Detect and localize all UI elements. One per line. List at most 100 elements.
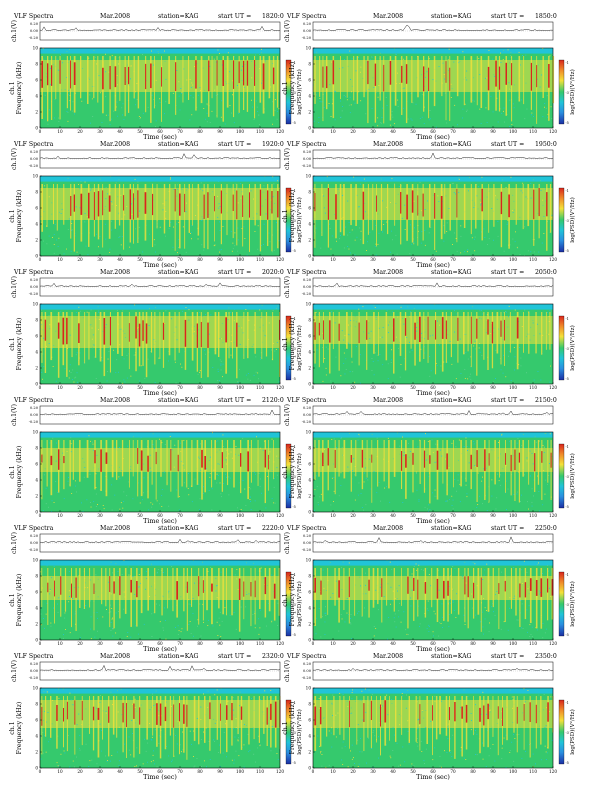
sferic-peak (411, 190, 414, 213)
sferic-streak (415, 696, 417, 742)
noise-speck (450, 599, 452, 600)
noise-speck (79, 188, 81, 190)
noise-speck (154, 729, 156, 731)
sferic-streak (412, 440, 414, 493)
sferic-streak (87, 56, 89, 104)
noise-speck (207, 706, 209, 708)
noise-speck (387, 437, 389, 439)
sferic-peak (334, 449, 336, 468)
sferic-streak (355, 184, 357, 226)
sferic-streak (193, 696, 196, 741)
noise-speck (199, 509, 200, 511)
sferic-streak (63, 440, 65, 490)
noise-speck (392, 600, 394, 602)
noise-speck (70, 250, 72, 252)
sferic-peak (208, 60, 210, 92)
noise-speck (345, 358, 347, 360)
noise-speck (168, 755, 170, 757)
noise-speck (481, 176, 483, 178)
noise-speck (429, 375, 431, 377)
noise-speck (453, 61, 455, 63)
noise-speck (181, 628, 183, 630)
noise-speck (155, 690, 157, 692)
sferic-peak (487, 66, 490, 91)
noise-speck (462, 117, 463, 119)
noise-speck (161, 495, 163, 496)
noise-speck (79, 734, 81, 736)
noise-speck (52, 366, 54, 367)
noise-speck (47, 123, 49, 125)
sferic-streak (549, 312, 551, 350)
header-start-ut: 2220:0 (262, 525, 284, 532)
noise-speck (468, 462, 470, 464)
noise-speck (417, 230, 419, 232)
noise-speck (361, 690, 363, 692)
noise-speck (486, 563, 488, 565)
noise-speck (539, 180, 541, 181)
noise-speck (217, 475, 219, 476)
noise-speck (440, 365, 442, 367)
x-axis-label: Time (sec) (416, 261, 450, 269)
noise-speck (259, 627, 261, 629)
noise-speck (349, 112, 351, 114)
noise-speck (397, 99, 399, 101)
noise-speck (424, 331, 426, 333)
sferic-peak (314, 193, 316, 212)
noise-speck (503, 110, 504, 112)
noise-speck (147, 106, 149, 108)
x-tick-label: 60 (157, 513, 163, 518)
sferic-streak (272, 56, 275, 117)
noise-speck (268, 97, 270, 99)
colorbar-label: log(PSD)(V²/Hz) (569, 197, 576, 243)
sferic-streak (343, 696, 345, 741)
waveform-tick-label: 0.00 (303, 29, 312, 33)
sferic-streak (506, 696, 508, 741)
noise-speck (63, 750, 65, 752)
noise-speck (119, 235, 121, 237)
noise-speck (408, 442, 409, 444)
noise-speck (317, 504, 319, 506)
noise-speck (451, 505, 453, 506)
noise-speck (242, 437, 244, 439)
sferic-streak (429, 440, 431, 504)
noise-speck (158, 52, 160, 54)
noise-speck (118, 371, 119, 373)
noise-speck (46, 692, 48, 694)
noise-speck (489, 711, 491, 713)
noise-speck (270, 86, 271, 88)
colorbar-tick-label: -1 (566, 317, 569, 321)
noise-speck (399, 602, 400, 604)
noise-speck (90, 309, 92, 311)
noise-speck (127, 566, 129, 568)
sferic-peak (41, 60, 43, 88)
noise-speck (391, 699, 392, 701)
noise-speck (252, 560, 254, 562)
noise-speck (49, 590, 51, 592)
noise-speck (353, 757, 354, 759)
noise-speck (53, 244, 55, 245)
x-tick-label: 70 (450, 513, 456, 518)
sferic-peak (435, 320, 437, 340)
noise-speck (346, 99, 348, 101)
noise-speck (200, 739, 202, 740)
noise-speck (354, 584, 356, 586)
y-tick-label: 8 (35, 190, 38, 195)
x-tick-label: 10 (57, 257, 63, 262)
noise-speck (184, 48, 186, 50)
noise-speck (264, 60, 266, 62)
noise-speck (325, 367, 327, 369)
sferic-peak (175, 62, 177, 91)
sferic-peak (407, 576, 409, 594)
noise-speck (467, 378, 469, 380)
noise-speck (438, 589, 440, 591)
noise-speck (175, 326, 177, 328)
noise-speck (532, 320, 534, 322)
noise-speck (95, 506, 97, 507)
x-tick-label: 110 (256, 257, 264, 262)
noise-speck (484, 237, 486, 238)
noise-speck (543, 452, 545, 453)
header-start-prefix: start UT = (218, 397, 251, 404)
noise-speck (88, 435, 90, 437)
noise-speck (550, 106, 552, 108)
sferic-streak (59, 56, 61, 120)
